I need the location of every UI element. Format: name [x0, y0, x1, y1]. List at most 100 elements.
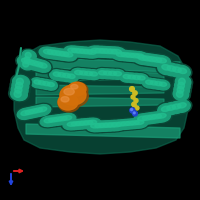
Ellipse shape — [167, 63, 187, 78]
Ellipse shape — [40, 79, 53, 89]
Ellipse shape — [26, 59, 34, 65]
Ellipse shape — [87, 50, 96, 54]
Ellipse shape — [172, 64, 192, 80]
Ellipse shape — [107, 49, 117, 54]
Ellipse shape — [49, 47, 71, 61]
Ellipse shape — [76, 49, 85, 53]
Ellipse shape — [62, 116, 72, 120]
Ellipse shape — [162, 65, 170, 70]
Ellipse shape — [128, 72, 145, 84]
Circle shape — [133, 112, 135, 114]
Ellipse shape — [9, 82, 30, 98]
Ellipse shape — [93, 45, 115, 59]
Ellipse shape — [94, 68, 112, 80]
Ellipse shape — [174, 84, 189, 96]
Ellipse shape — [155, 79, 171, 91]
Ellipse shape — [157, 113, 166, 118]
Ellipse shape — [59, 52, 69, 56]
Ellipse shape — [109, 71, 117, 75]
Ellipse shape — [77, 46, 98, 59]
Ellipse shape — [130, 121, 139, 125]
Ellipse shape — [62, 45, 83, 58]
Ellipse shape — [116, 122, 125, 126]
Ellipse shape — [68, 48, 77, 53]
Ellipse shape — [114, 72, 122, 76]
Ellipse shape — [44, 80, 57, 90]
Ellipse shape — [63, 73, 70, 78]
Ellipse shape — [129, 117, 150, 129]
Ellipse shape — [58, 94, 78, 110]
Ellipse shape — [54, 114, 71, 125]
Ellipse shape — [120, 50, 140, 62]
Ellipse shape — [86, 121, 105, 132]
Ellipse shape — [137, 112, 158, 125]
Ellipse shape — [64, 72, 78, 82]
Ellipse shape — [80, 68, 97, 80]
Ellipse shape — [107, 47, 126, 58]
Polygon shape — [36, 97, 164, 107]
Ellipse shape — [31, 78, 44, 88]
Ellipse shape — [171, 87, 190, 102]
Ellipse shape — [51, 49, 69, 60]
Ellipse shape — [120, 73, 134, 82]
Ellipse shape — [35, 79, 48, 89]
Ellipse shape — [85, 120, 107, 133]
Ellipse shape — [65, 118, 87, 131]
Ellipse shape — [24, 105, 44, 119]
Ellipse shape — [91, 121, 109, 132]
Ellipse shape — [111, 49, 121, 54]
Circle shape — [133, 111, 137, 116]
Ellipse shape — [174, 100, 190, 112]
Ellipse shape — [138, 54, 156, 65]
Ellipse shape — [75, 68, 92, 80]
Ellipse shape — [22, 57, 38, 69]
Ellipse shape — [138, 116, 147, 121]
Ellipse shape — [30, 60, 39, 66]
Ellipse shape — [99, 47, 117, 58]
Ellipse shape — [43, 114, 64, 127]
Ellipse shape — [61, 97, 69, 102]
Ellipse shape — [34, 60, 51, 72]
Ellipse shape — [161, 106, 170, 111]
Ellipse shape — [105, 119, 127, 132]
Ellipse shape — [64, 46, 81, 56]
Ellipse shape — [15, 86, 22, 93]
Ellipse shape — [61, 119, 83, 131]
Ellipse shape — [48, 113, 68, 127]
Ellipse shape — [126, 119, 143, 129]
Ellipse shape — [143, 112, 161, 124]
Ellipse shape — [137, 52, 158, 66]
Ellipse shape — [38, 115, 59, 128]
Ellipse shape — [68, 82, 86, 96]
Circle shape — [130, 87, 134, 91]
Ellipse shape — [137, 76, 145, 80]
Ellipse shape — [39, 47, 57, 58]
Ellipse shape — [124, 73, 139, 83]
Ellipse shape — [117, 50, 134, 61]
Ellipse shape — [103, 123, 113, 127]
Ellipse shape — [131, 52, 148, 62]
Ellipse shape — [67, 120, 85, 130]
Ellipse shape — [60, 85, 88, 107]
Ellipse shape — [125, 53, 135, 57]
Ellipse shape — [71, 84, 78, 89]
Polygon shape — [36, 71, 164, 81]
Ellipse shape — [123, 72, 140, 84]
Ellipse shape — [44, 118, 53, 123]
Ellipse shape — [43, 49, 53, 54]
Ellipse shape — [30, 59, 46, 71]
Ellipse shape — [142, 115, 152, 120]
Ellipse shape — [16, 78, 23, 85]
Ellipse shape — [143, 54, 161, 66]
Ellipse shape — [125, 121, 135, 125]
Ellipse shape — [107, 123, 117, 127]
Ellipse shape — [163, 102, 179, 115]
Ellipse shape — [121, 53, 130, 57]
Ellipse shape — [90, 72, 98, 76]
Ellipse shape — [41, 46, 63, 60]
Ellipse shape — [75, 119, 93, 129]
Circle shape — [130, 108, 135, 113]
Ellipse shape — [20, 106, 39, 120]
Ellipse shape — [71, 47, 89, 57]
Ellipse shape — [123, 75, 131, 79]
